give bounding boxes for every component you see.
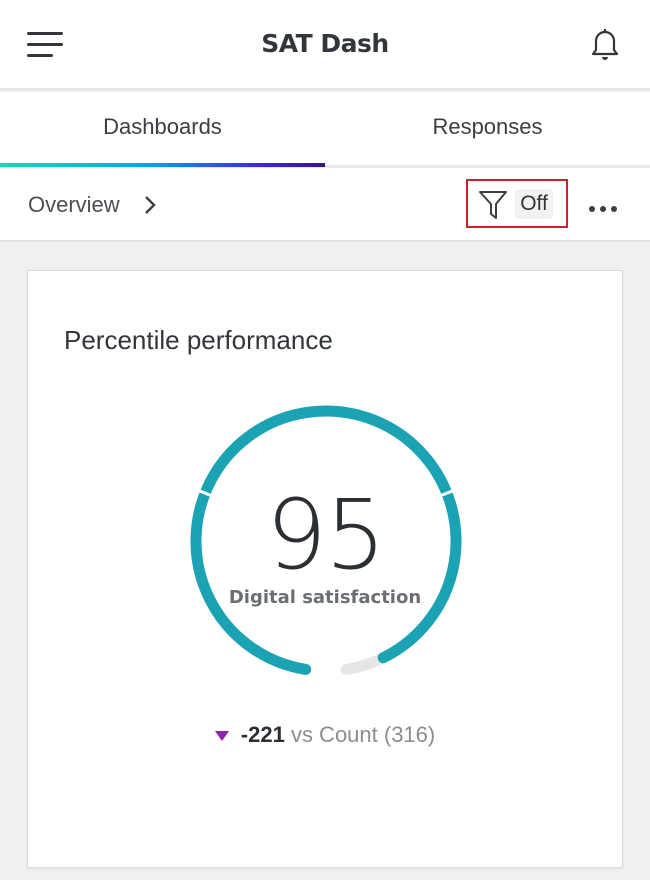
bell-icon[interactable] xyxy=(585,24,625,64)
gauge-threshold-tick xyxy=(438,488,455,498)
chevron-right-icon[interactable] xyxy=(143,194,157,216)
filter-status: Off xyxy=(515,189,553,219)
gauge-threshold-tick xyxy=(197,488,214,498)
gauge-chart xyxy=(190,405,462,675)
page-title: SAT Dash xyxy=(261,29,389,58)
tab-bar: Dashboards Responses xyxy=(0,92,650,168)
ellipsis-icon[interactable] xyxy=(589,199,622,217)
comparison-row: -221 vs Count (316) xyxy=(28,721,622,749)
funnel-icon xyxy=(479,191,507,219)
gauge-fill xyxy=(190,405,462,675)
trend-down-icon xyxy=(214,731,229,742)
active-tab-indicator xyxy=(0,163,325,167)
percentile-card: Percentile performance 95 Digital satisf… xyxy=(27,270,623,868)
gauge-label: Digital satisfaction xyxy=(228,587,422,608)
breadcrumb[interactable]: Overview xyxy=(28,192,120,217)
top-bar: SAT Dash xyxy=(0,0,650,90)
tab-dashboards[interactable]: Dashboards xyxy=(103,114,222,139)
delta-value: -221 xyxy=(240,722,285,747)
tab-responses[interactable]: Responses xyxy=(432,114,543,139)
filter-toggle-button[interactable]: Off xyxy=(466,179,568,228)
card-title: Percentile performance xyxy=(64,325,333,355)
sub-toolbar: Overview Off xyxy=(0,168,650,242)
hamburger-icon[interactable] xyxy=(27,32,63,58)
gauge-value: 95 xyxy=(265,479,386,591)
comparison-text: vs Count (316) xyxy=(290,722,436,747)
